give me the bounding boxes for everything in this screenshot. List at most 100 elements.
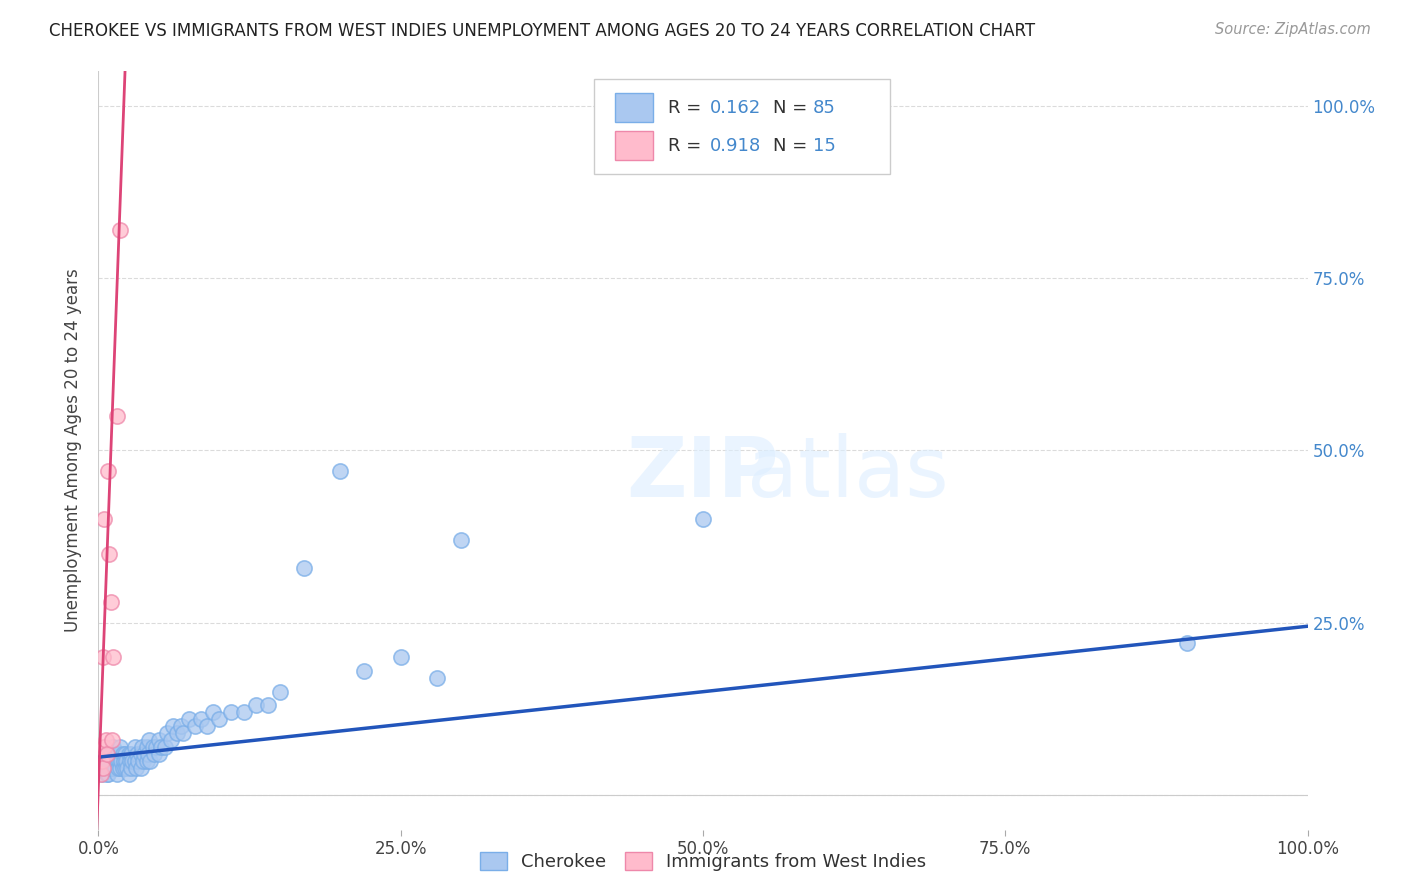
Point [353, 664, 375, 678]
Point [121, 754, 143, 768]
Point [139, 754, 162, 768]
Text: R =: R = [668, 136, 707, 154]
Text: ZIP: ZIP [627, 433, 779, 514]
Point [101, 650, 124, 665]
Text: 15: 15 [813, 136, 837, 154]
Point [94, 733, 117, 747]
Point [142, 739, 165, 754]
Point [148, 747, 170, 761]
Point [162, 719, 184, 733]
Point [202, 706, 225, 720]
Point [110, 754, 132, 768]
Point [105, 754, 128, 768]
Point [93, 754, 115, 768]
Point [91, 754, 114, 768]
Point [114, 747, 136, 761]
Point [98, 747, 121, 761]
Point [256, 698, 278, 713]
Point [143, 747, 166, 761]
Point [91, 767, 114, 781]
Point [125, 760, 148, 774]
Point [118, 754, 141, 768]
Point [100, 754, 122, 768]
Point [108, 223, 131, 237]
Point [108, 739, 131, 754]
Text: 0.162: 0.162 [710, 99, 762, 117]
Point [118, 767, 141, 781]
FancyBboxPatch shape [614, 131, 654, 160]
Point [195, 719, 218, 733]
Point [208, 712, 231, 726]
Point [114, 760, 136, 774]
Point [221, 706, 243, 720]
Point [93, 512, 115, 526]
Point [101, 760, 124, 774]
Text: R =: R = [668, 99, 707, 117]
Point [136, 747, 159, 761]
Point [98, 760, 121, 774]
Point [105, 767, 128, 781]
Point [269, 684, 291, 698]
Point [132, 754, 155, 768]
Point [1175, 636, 1198, 650]
Point [127, 747, 149, 761]
Point [389, 650, 412, 665]
Point [97, 754, 120, 768]
Point [129, 760, 152, 774]
Point [108, 754, 131, 768]
Point [115, 754, 138, 768]
Text: atlas: atlas [747, 433, 949, 514]
Point [232, 706, 254, 720]
FancyBboxPatch shape [614, 94, 654, 122]
Point [160, 733, 183, 747]
Point [105, 409, 128, 423]
Point [450, 533, 472, 547]
Point [179, 712, 201, 726]
Point [131, 739, 153, 754]
Point [156, 726, 179, 740]
Point [107, 747, 129, 761]
Point [118, 747, 141, 761]
Legend: Cherokee, Immigrants from West Indies: Cherokee, Immigrants from West Indies [472, 846, 934, 879]
Point [120, 760, 142, 774]
Point [112, 754, 135, 768]
Point [98, 547, 121, 561]
Point [91, 760, 114, 774]
Point [96, 747, 118, 761]
Point [100, 747, 122, 761]
Point [124, 754, 146, 768]
Point [101, 739, 124, 754]
Y-axis label: Unemployment Among Ages 20 to 24 years: Unemployment Among Ages 20 to 24 years [65, 268, 83, 632]
Point [111, 760, 134, 774]
Text: N =: N = [773, 136, 813, 154]
Point [127, 754, 149, 768]
Point [129, 747, 152, 761]
Point [692, 512, 714, 526]
Text: Source: ZipAtlas.com: Source: ZipAtlas.com [1215, 22, 1371, 37]
Point [138, 733, 160, 747]
Point [292, 560, 315, 574]
Point [107, 760, 129, 774]
Point [96, 767, 118, 781]
Point [100, 733, 122, 747]
FancyBboxPatch shape [595, 79, 890, 174]
Point [104, 760, 127, 774]
Point [190, 712, 212, 726]
Point [93, 739, 115, 754]
Point [329, 464, 352, 478]
Point [94, 760, 117, 774]
Text: 85: 85 [813, 99, 837, 117]
Text: N =: N = [773, 99, 813, 117]
Point [100, 760, 122, 774]
Point [153, 739, 176, 754]
Point [150, 739, 173, 754]
Point [120, 747, 142, 761]
Point [135, 739, 157, 754]
Point [97, 767, 120, 781]
Point [90, 767, 112, 781]
Text: CHEROKEE VS IMMIGRANTS FROM WEST INDIES UNEMPLOYMENT AMONG AGES 20 TO 24 YEARS C: CHEROKEE VS IMMIGRANTS FROM WEST INDIES … [49, 22, 1035, 40]
Point [426, 671, 449, 685]
Point [104, 747, 127, 761]
Point [184, 719, 207, 733]
Point [96, 747, 118, 761]
